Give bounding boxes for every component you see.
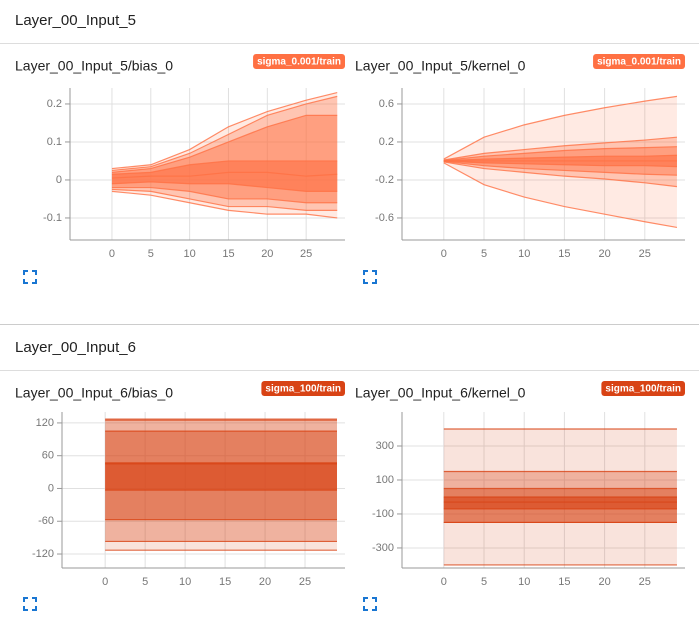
badge-bg xyxy=(261,381,345,396)
x-tick-label: 15 xyxy=(219,576,231,588)
x-tick-label: 20 xyxy=(261,248,273,260)
x-tick-label: 5 xyxy=(148,248,154,260)
tag: sigma_0.001/train xyxy=(597,57,681,68)
badge-bg xyxy=(593,54,685,69)
x-tick-label: 20 xyxy=(598,248,610,260)
percentile-line xyxy=(111,188,338,211)
x-tick-label: 10 xyxy=(518,576,530,588)
percentile-line xyxy=(111,95,338,172)
percentile-line xyxy=(443,162,678,229)
x-tick-label: 15 xyxy=(558,576,570,588)
y-tick-label: 0.6 xyxy=(379,98,394,110)
expand-button[interactable] xyxy=(363,597,377,611)
tag-badge: sigma_100/train xyxy=(601,381,685,396)
y-tick-label: -300 xyxy=(372,542,394,554)
expand-button[interactable] xyxy=(23,597,37,611)
y-tick-label: 60 xyxy=(42,450,54,462)
y-tick-label: 0.2 xyxy=(47,98,62,110)
y-tick-label: 0.1 xyxy=(47,136,62,148)
percentile-line xyxy=(111,181,338,192)
percentile-line xyxy=(443,161,678,188)
y-tick-label: -60 xyxy=(38,515,54,527)
tag: sigma_100/train xyxy=(605,384,681,395)
chart-title: Layer_00_Input_6/bias_0 xyxy=(15,385,173,401)
y-tick-label: 300 xyxy=(376,440,394,452)
x-tick-label: 10 xyxy=(184,248,196,260)
percentile-line xyxy=(443,136,678,161)
badge-bg xyxy=(601,381,685,396)
x-tick-label: 10 xyxy=(518,248,530,260)
x-tick-label: 5 xyxy=(481,248,487,260)
tag-badge: sigma_0.001/train xyxy=(253,54,345,69)
x-tick-label: 0 xyxy=(109,248,115,260)
percentile-line xyxy=(443,154,677,162)
percentile-line xyxy=(111,171,338,179)
x-tick-label: 25 xyxy=(300,248,312,260)
expand-button[interactable] xyxy=(363,270,377,284)
tag: sigma_100/train xyxy=(265,384,341,395)
chart-title: Layer_00_Input_6/kernel_0 xyxy=(355,385,526,401)
percentile-line xyxy=(443,146,677,162)
percentile-line xyxy=(111,160,338,175)
x-tick-label: 15 xyxy=(222,248,234,260)
percentile-line xyxy=(443,160,677,176)
percentile-line xyxy=(443,160,677,168)
y-tick-label: -100 xyxy=(372,508,394,520)
band xyxy=(105,462,338,491)
badge-bg xyxy=(253,54,345,69)
x-tick-label: 25 xyxy=(639,576,651,588)
chart-title: Layer_00_Input_5/bias_0 xyxy=(15,58,173,74)
x-tick-label: 25 xyxy=(299,576,311,588)
x-tick-label: 0 xyxy=(441,576,447,588)
x-tick-label: 10 xyxy=(179,576,191,588)
x-tick-label: 20 xyxy=(259,576,271,588)
percentile-line xyxy=(111,190,338,219)
x-tick-label: 25 xyxy=(639,248,651,260)
y-tick-label: 0.2 xyxy=(379,136,394,148)
percentile-line xyxy=(443,95,678,160)
section-title: Layer_00_Input_6 xyxy=(15,339,136,356)
y-tick-label: 0 xyxy=(48,482,54,494)
tag-badge: sigma_100/train xyxy=(261,381,345,396)
x-tick-label: 5 xyxy=(142,576,148,588)
band xyxy=(443,496,677,509)
x-tick-label: 0 xyxy=(102,576,108,588)
y-tick-label: -0.6 xyxy=(375,212,394,224)
y-tick-label: 0 xyxy=(56,174,62,186)
x-tick-label: 5 xyxy=(481,576,487,588)
x-tick-label: 0 xyxy=(441,248,447,260)
percentile-line xyxy=(111,186,338,204)
tag-badge: sigma_0.001/train xyxy=(593,54,685,69)
percentile-line xyxy=(111,114,338,173)
x-tick-label: 15 xyxy=(558,248,570,260)
x-tick-label: 20 xyxy=(598,576,610,588)
expand-button[interactable] xyxy=(23,270,37,284)
tag: sigma_0.001/train xyxy=(257,57,341,68)
y-tick-label: -120 xyxy=(32,548,54,560)
y-tick-label: -0.1 xyxy=(43,212,62,224)
y-tick-label: 100 xyxy=(376,474,394,486)
chart-title: Layer_00_Input_5/kernel_0 xyxy=(355,58,526,74)
section-title: Layer_00_Input_5 xyxy=(15,12,136,29)
y-tick-label: 120 xyxy=(36,417,54,429)
percentile-line xyxy=(111,91,338,170)
y-tick-label: -0.2 xyxy=(375,174,394,186)
band xyxy=(111,160,338,192)
